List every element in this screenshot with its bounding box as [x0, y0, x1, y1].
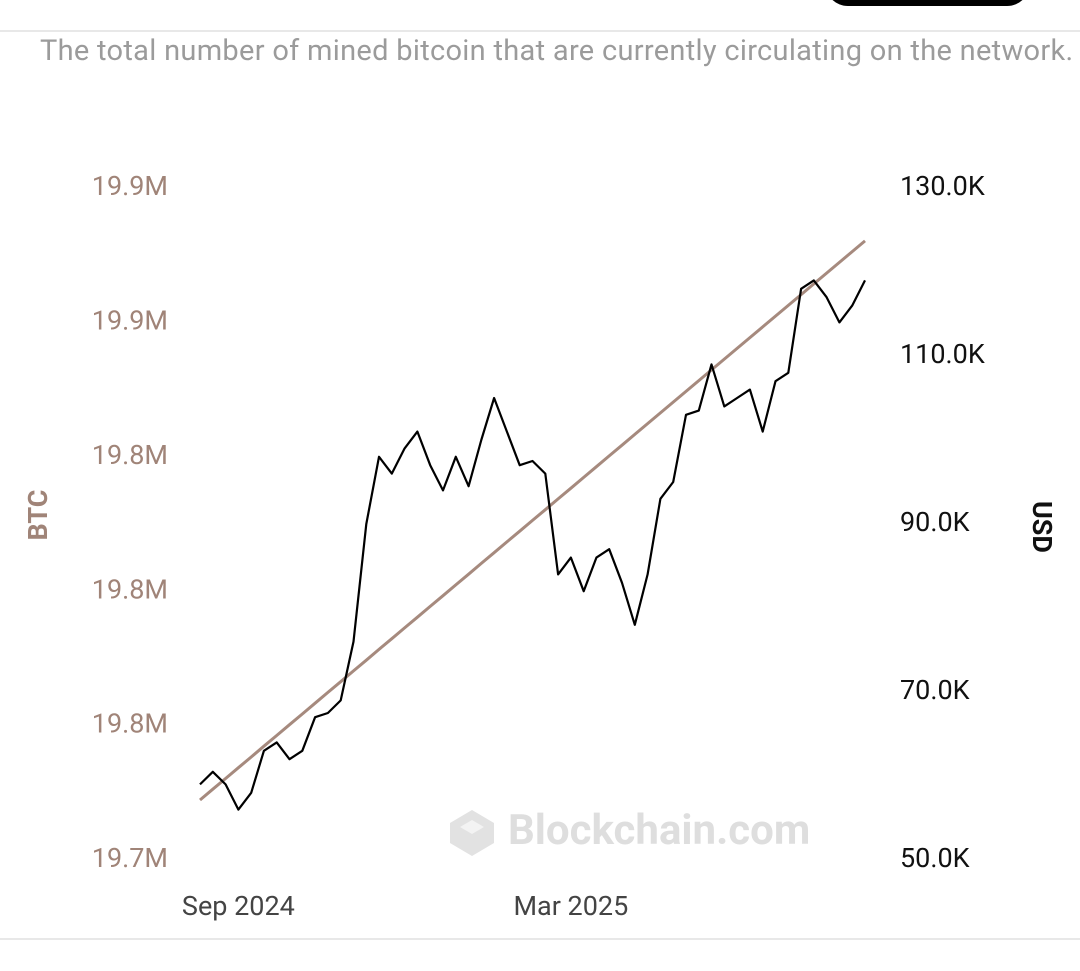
header-button[interactable] — [825, 0, 1030, 6]
watermark-text: Blockchain.com — [508, 806, 810, 855]
x-tick-label: Sep 2024 — [182, 890, 295, 922]
y-tick-label: 19.8M — [92, 573, 168, 605]
y2-tick-label: 50.0K — [900, 842, 970, 874]
y-tick-label: 19.8M — [92, 708, 168, 740]
y2-tick-label: 70.0K — [900, 674, 970, 706]
description: The total number of mined bitcoin that a… — [40, 34, 1074, 68]
y2-tick-label: 130.0K — [900, 170, 985, 202]
y2-axis-title: USD — [1026, 501, 1058, 553]
series-line — [199, 279, 866, 811]
y2-tick-label: 110.0K — [900, 338, 985, 370]
y-tick-label: 19.9M — [92, 170, 168, 202]
y2-tick-label: 90.0K — [900, 506, 970, 538]
y-tick-label: 19.7M — [92, 842, 168, 874]
watermark: Blockchain.com — [450, 806, 810, 856]
x-tick-label: Mar 2025 — [513, 890, 628, 922]
series-line — [199, 239, 866, 802]
y-tick-label: 19.9M — [92, 305, 168, 337]
y-axis-title: BTC — [22, 490, 54, 541]
y-tick-label: 19.8M — [92, 439, 168, 471]
